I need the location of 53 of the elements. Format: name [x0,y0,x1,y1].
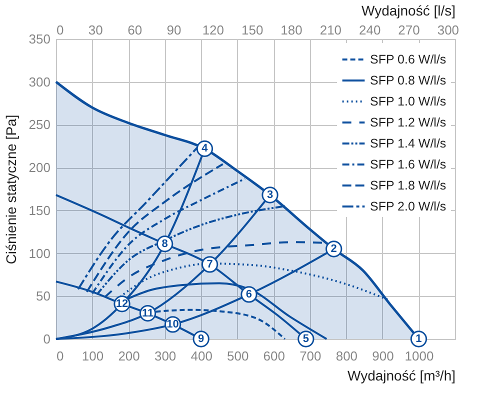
x2-tick-label: 90 [166,22,182,38]
y-tick-label: 0 [43,332,50,346]
x-tick-label: 100 [82,348,104,364]
x-tick-label: 200 [118,348,140,364]
y-tick-label: 250 [28,117,50,132]
x2-tick-label: 270 [398,22,420,38]
legend-label: SFP 1.0 W/l/s [370,94,446,108]
annotation: 8 [162,238,168,250]
annotation: 1 [416,333,422,345]
legend-label: SFP 0.8 W/l/s [370,74,446,88]
x2-tick-label: 300 [437,22,460,38]
x-tick-label: 1000 [404,348,434,364]
annotation: 3 [266,189,274,201]
annotation: 4 [202,142,209,155]
x2-tick-label: 60 [128,22,142,38]
x2-tick-label: 120 [202,22,224,38]
annotation: 5 [302,333,309,345]
annotation: 10 [166,318,179,330]
x2-tick-label: 30 [88,22,103,38]
y-tick-label: 50 [36,288,50,304]
annotation: 2 [330,243,337,255]
annotation: 9 [198,333,204,345]
x-tick-label: 900 [372,348,394,364]
legend-label: SFP 1.2 W/l/s [370,116,446,130]
x-tick-label: 600 [263,348,285,364]
x2-tick-label: 210 [320,22,342,38]
annotation: 11 [142,307,154,320]
x2-axis-title: Wydajność [l/s] [361,2,456,18]
y-axis-title: Ciśnienie statyczne [Pa] [2,114,19,264]
x2-tick-label: 240 [359,22,381,38]
x-axis-title: Wydajność [m³/h] [347,368,456,384]
legend-label: SFP 1.4 W/l/s [370,136,446,150]
legend-label: SFP 0.6 W/l/s [370,52,446,66]
legend-label: SFP 1.8 W/l/s [370,178,446,192]
x-tick-label: 800 [336,348,358,364]
x-tick-label: 400 [190,348,212,364]
x-tick-label: 700 [300,348,322,364]
y-tick-label: 200 [28,160,50,176]
annotation: 7 [206,258,213,270]
y-tick-label: 150 [28,202,50,218]
x2-tick-label: 180 [280,22,302,38]
y-tick-label: 300 [28,74,50,90]
legend-label: SFP 1.6 W/l/s [370,158,446,172]
x2-tick-label: 0 [56,22,64,38]
annotation: 6 [246,288,252,300]
y-tick-label: 100 [28,246,50,261]
x-tick-label: 0 [56,348,64,364]
y-tick-label: 350 [28,32,50,46]
legend-label: SFP 2.0 W/l/s [370,200,446,214]
x-tick-label: 300 [154,348,176,364]
annotation: 12 [116,298,128,310]
x-tick-label: 500 [227,348,249,364]
x2-tick-label: 150 [241,22,264,38]
